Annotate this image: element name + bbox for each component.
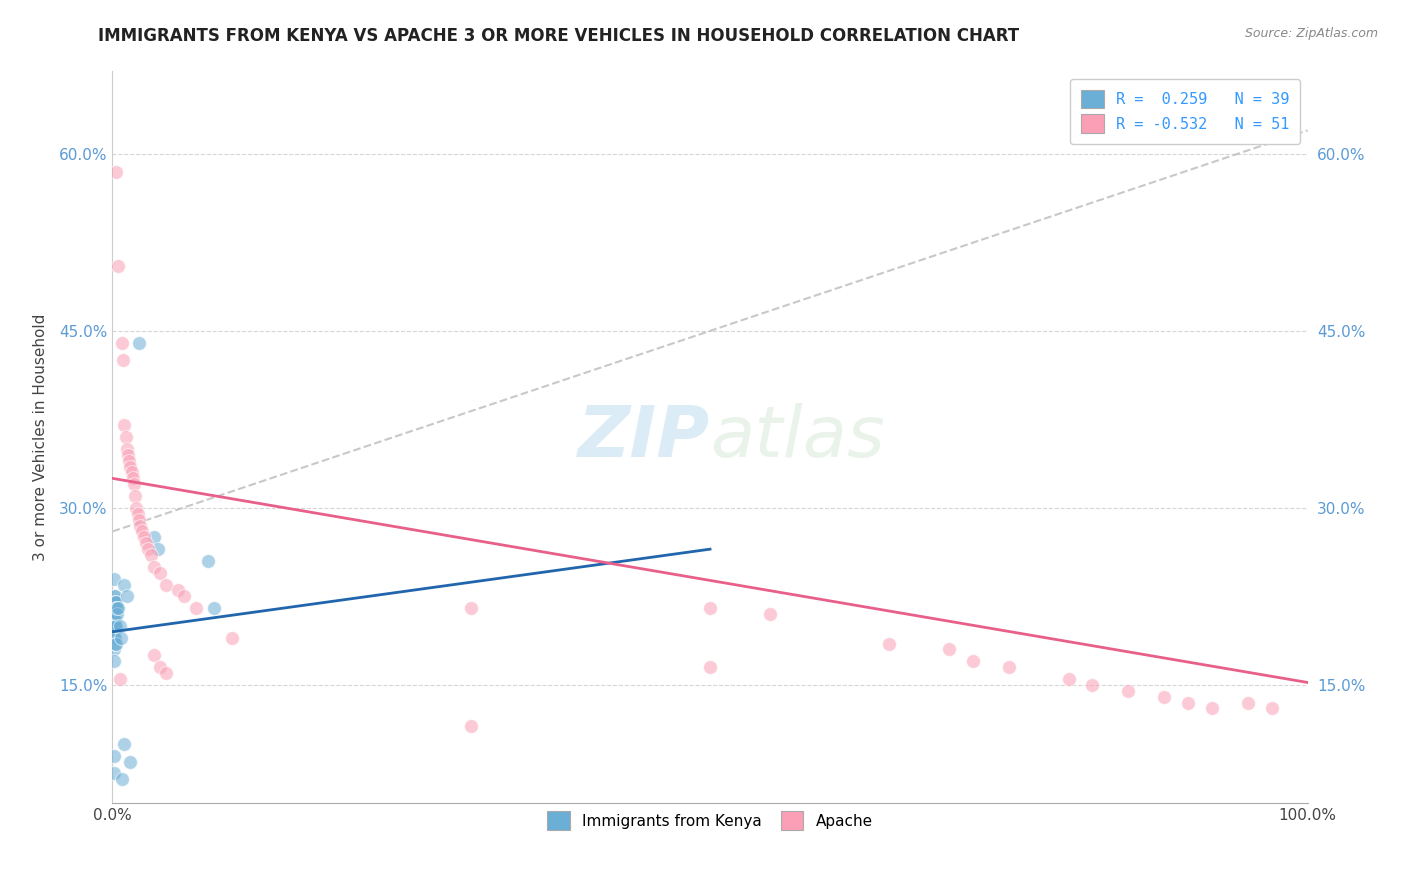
Point <box>104 636 127 650</box>
Point <box>103 624 125 639</box>
Point <box>149 660 172 674</box>
Point <box>105 601 128 615</box>
Point <box>103 601 125 615</box>
Point <box>121 471 143 485</box>
Text: ZIP: ZIP <box>578 402 710 472</box>
Point <box>127 507 149 521</box>
Point <box>117 448 139 462</box>
Point <box>221 631 243 645</box>
Legend: Immigrants from Kenya, Apache: Immigrants from Kenya, Apache <box>538 802 882 839</box>
Point <box>111 772 134 787</box>
Point <box>105 619 128 633</box>
Point <box>104 595 127 609</box>
Point <box>1118 683 1140 698</box>
Point <box>149 566 172 580</box>
Point <box>105 595 128 609</box>
Point <box>699 601 721 615</box>
Point <box>460 719 482 733</box>
Point <box>1177 696 1199 710</box>
Y-axis label: 3 or more Vehicles in Household: 3 or more Vehicles in Household <box>32 313 48 561</box>
Point <box>103 613 125 627</box>
Point <box>103 654 125 668</box>
Point <box>202 601 225 615</box>
Point <box>107 601 129 615</box>
Point <box>1153 690 1175 704</box>
Point <box>103 766 125 780</box>
Point <box>103 590 125 604</box>
Point <box>155 577 177 591</box>
Point <box>128 513 150 527</box>
Point <box>1261 701 1284 715</box>
Point <box>114 430 136 444</box>
Point <box>128 335 150 350</box>
Point <box>105 164 128 178</box>
Point <box>131 524 153 539</box>
Point <box>105 601 128 615</box>
Point <box>103 631 125 645</box>
Point <box>699 660 721 674</box>
Point <box>104 631 127 645</box>
Point <box>110 631 132 645</box>
Point <box>139 548 162 562</box>
Point <box>105 607 128 621</box>
Point <box>112 353 135 368</box>
Point <box>938 642 960 657</box>
Point <box>1081 678 1104 692</box>
Point <box>998 660 1021 674</box>
Point <box>114 737 135 751</box>
Point <box>115 590 138 604</box>
Point <box>103 748 125 763</box>
Point <box>104 607 127 621</box>
Text: IMMIGRANTS FROM KENYA VS APACHE 3 OR MORE VEHICLES IN HOUSEHOLD CORRELATION CHAR: IMMIGRANTS FROM KENYA VS APACHE 3 OR MOR… <box>98 27 1019 45</box>
Point <box>118 453 141 467</box>
Point <box>460 601 482 615</box>
Point <box>1201 701 1223 715</box>
Point <box>115 442 138 456</box>
Point <box>759 607 782 621</box>
Point <box>879 636 901 650</box>
Point <box>104 601 127 615</box>
Point <box>108 672 131 686</box>
Point <box>104 619 127 633</box>
Point <box>108 619 131 633</box>
Point <box>197 554 219 568</box>
Point <box>120 459 142 474</box>
Point <box>104 613 127 627</box>
Point <box>143 530 166 544</box>
Text: atlas: atlas <box>710 402 884 472</box>
Point <box>138 542 160 557</box>
Point <box>155 666 177 681</box>
Point <box>104 590 127 604</box>
Point <box>114 577 135 591</box>
Point <box>105 636 128 650</box>
Point <box>1237 696 1260 710</box>
Point <box>114 418 135 433</box>
Text: Source: ZipAtlas.com: Source: ZipAtlas.com <box>1244 27 1378 40</box>
Point <box>120 755 142 769</box>
Point <box>125 500 148 515</box>
Point <box>129 518 152 533</box>
Point <box>103 572 125 586</box>
Point <box>186 601 208 615</box>
Point <box>1057 672 1080 686</box>
Point <box>107 259 129 273</box>
Point <box>173 590 195 604</box>
Point <box>103 619 125 633</box>
Point <box>143 648 166 663</box>
Point <box>122 477 145 491</box>
Point <box>146 542 169 557</box>
Point <box>132 530 155 544</box>
Point <box>167 583 190 598</box>
Point <box>135 536 157 550</box>
Point <box>121 466 143 480</box>
Point <box>103 595 125 609</box>
Point <box>143 559 166 574</box>
Point <box>111 335 134 350</box>
Point <box>962 654 984 668</box>
Point <box>124 489 146 503</box>
Point <box>103 642 125 657</box>
